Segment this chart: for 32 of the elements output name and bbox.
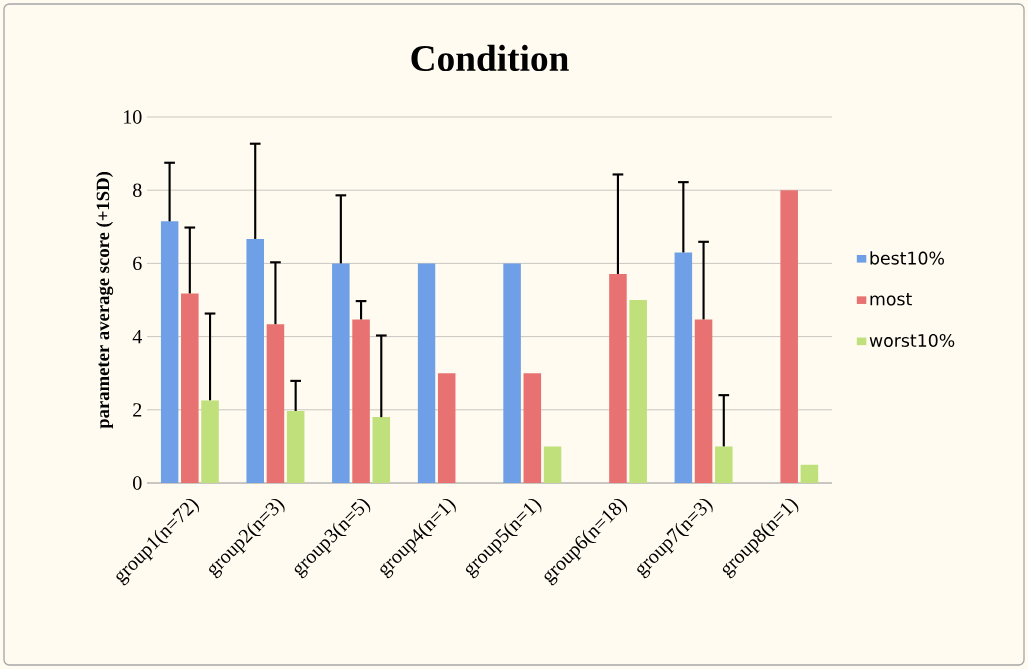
legend-label: best10% [870,251,945,265]
legend-label: worst10% [869,333,955,348]
bar [372,417,391,483]
bar [543,446,562,483]
y-tick-label: 4 [132,330,142,344]
bar [266,324,285,483]
y-tick-label: 2 [133,403,142,417]
bar [780,190,798,483]
bar [332,263,350,483]
y-tick-label: 0 [133,476,142,490]
bar [181,293,199,483]
bar [674,252,693,483]
y-axis-title: parameter average score (+1SD) [96,172,114,429]
bar [286,410,305,483]
y-tick-label: 10 [124,110,142,124]
bar [629,300,647,483]
bar [715,446,733,483]
bar [523,373,542,483]
y-tick-label: 6 [133,256,142,271]
chart-title: Condition [411,44,569,72]
bar [800,464,819,483]
y-tick-label: 8 [133,183,142,197]
bar [201,400,219,483]
legend-label: most [870,293,912,306]
bar [417,263,436,483]
bar [609,274,627,483]
bar [160,221,179,483]
bar [246,238,264,483]
bar [694,319,713,483]
bar [503,263,521,483]
bar [352,319,370,483]
bar [437,373,456,483]
